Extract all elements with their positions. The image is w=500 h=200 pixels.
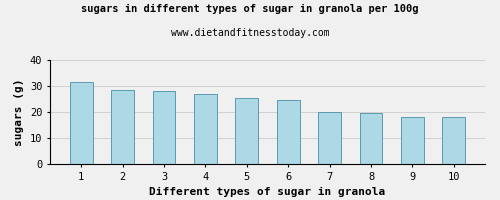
Bar	[360, 113, 382, 164]
Bar	[111, 90, 134, 164]
Bar	[194, 94, 217, 164]
Bar	[277, 100, 299, 164]
Text: sugars in different types of sugar in granola per 100g: sugars in different types of sugar in gr…	[81, 4, 419, 14]
Bar	[70, 82, 92, 164]
Bar	[442, 117, 465, 164]
Bar	[401, 117, 424, 164]
Text: www.dietandfitnesstoday.com: www.dietandfitnesstoday.com	[170, 28, 330, 38]
Bar	[152, 91, 176, 164]
X-axis label: Different types of sugar in granola: Different types of sugar in granola	[150, 187, 386, 197]
Bar	[236, 98, 258, 164]
Y-axis label: sugars (g): sugars (g)	[14, 78, 24, 146]
Bar	[318, 112, 341, 164]
